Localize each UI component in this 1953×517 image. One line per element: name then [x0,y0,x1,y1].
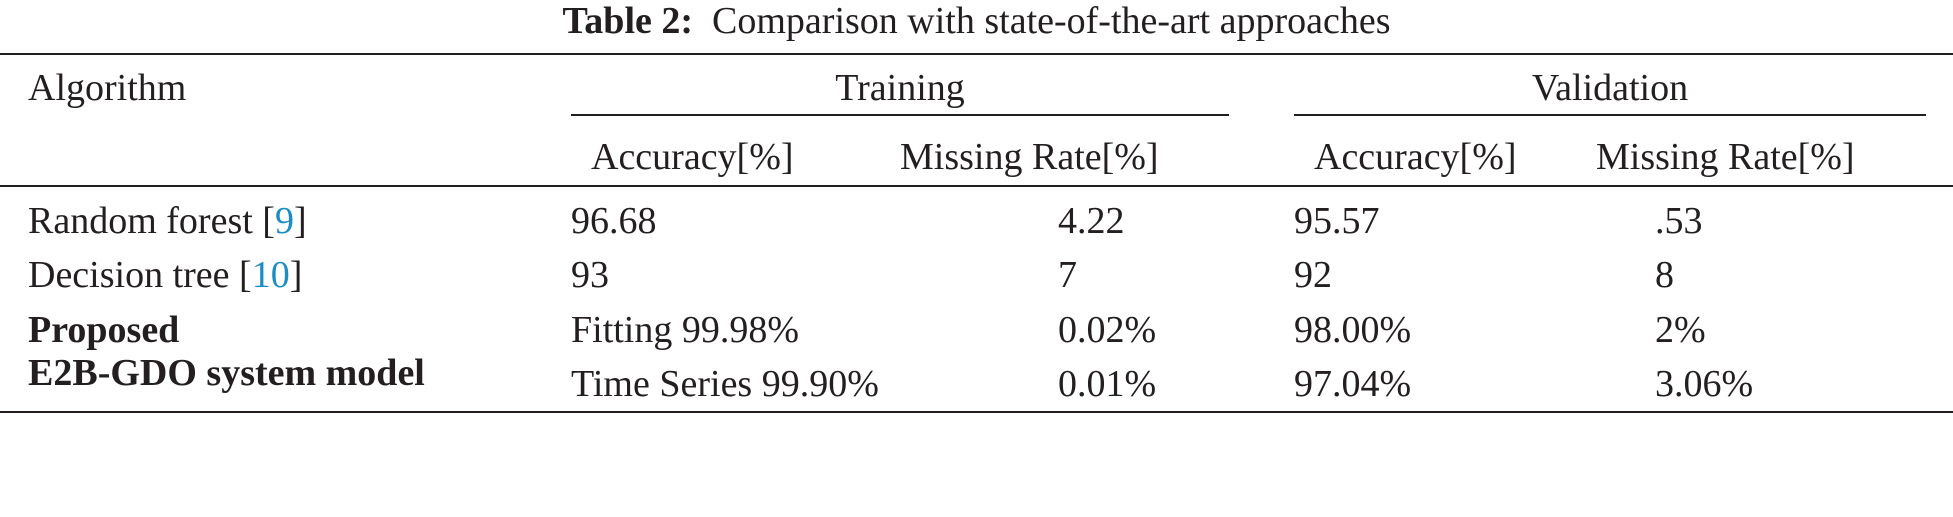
bracket: ] [289,254,303,296]
table-cell-train-accuracy: Time Series 99.90% [571,363,879,405]
proposed-label-line1: Proposed [28,309,180,351]
table-cell-train-accuracy: Fitting 99.98% [571,309,800,351]
table-cell-train-missing-rate: 4.22 [1058,200,1125,242]
citation-link[interactable]: 9 [274,200,294,242]
citation-link[interactable]: 10 [251,254,290,296]
algorithm-name: Decision tree [ [28,254,252,296]
bottom-rule [0,411,1953,413]
table-cell-val-accuracy: 98.00% [1294,309,1412,351]
bracket: ] [293,200,307,242]
training-group-rule [571,114,1229,116]
table-row-decision-tree-algorithm: Decision tree [10] [28,256,302,294]
header-training-accuracy: Accuracy[%] [591,136,794,178]
table-cell-val-accuracy: 95.57 [1294,200,1380,242]
caption-label: Table 2: [562,0,694,42]
header-validation-missing-rate: Missing Rate[%] [1596,136,1855,178]
table-cell-train-accuracy: 93 [571,254,609,296]
header-rule [0,185,1953,187]
table-cell-train-missing-rate: 0.01% [1058,363,1157,405]
header-algorithm: Algorithm [28,67,187,109]
table-cell-train-missing-rate: 0.02% [1058,309,1157,351]
table-cell-val-missing-rate: .53 [1655,200,1703,242]
table-cell-train-accuracy: 96.68 [571,200,657,242]
validation-group-rule [1294,114,1926,116]
top-rule [0,53,1953,55]
caption-text: Comparison with state-of-the-art approac… [712,0,1391,42]
table-cell-val-accuracy: 97.04% [1294,363,1412,405]
table-cell-val-missing-rate: 8 [1655,254,1674,296]
table-cell-val-accuracy: 92 [1294,254,1332,296]
table-caption: Table 2: Comparison with state-of-the-ar… [0,2,1953,40]
table-cell-val-missing-rate: 3.06% [1655,363,1754,405]
header-training: Training [835,67,965,109]
header-training-missing-rate: Missing Rate[%] [900,136,1159,178]
table-row-random-forest-algorithm: Random forest [9] [28,202,307,240]
algorithm-name: Random forest [ [28,200,275,242]
proposed-label-line2: E2B-GDO system model [28,352,425,394]
table-cell-train-missing-rate: 7 [1058,254,1077,296]
table-cell-val-missing-rate: 2% [1655,309,1706,351]
header-validation: Validation [1531,67,1689,109]
header-validation-accuracy: Accuracy[%] [1314,136,1517,178]
